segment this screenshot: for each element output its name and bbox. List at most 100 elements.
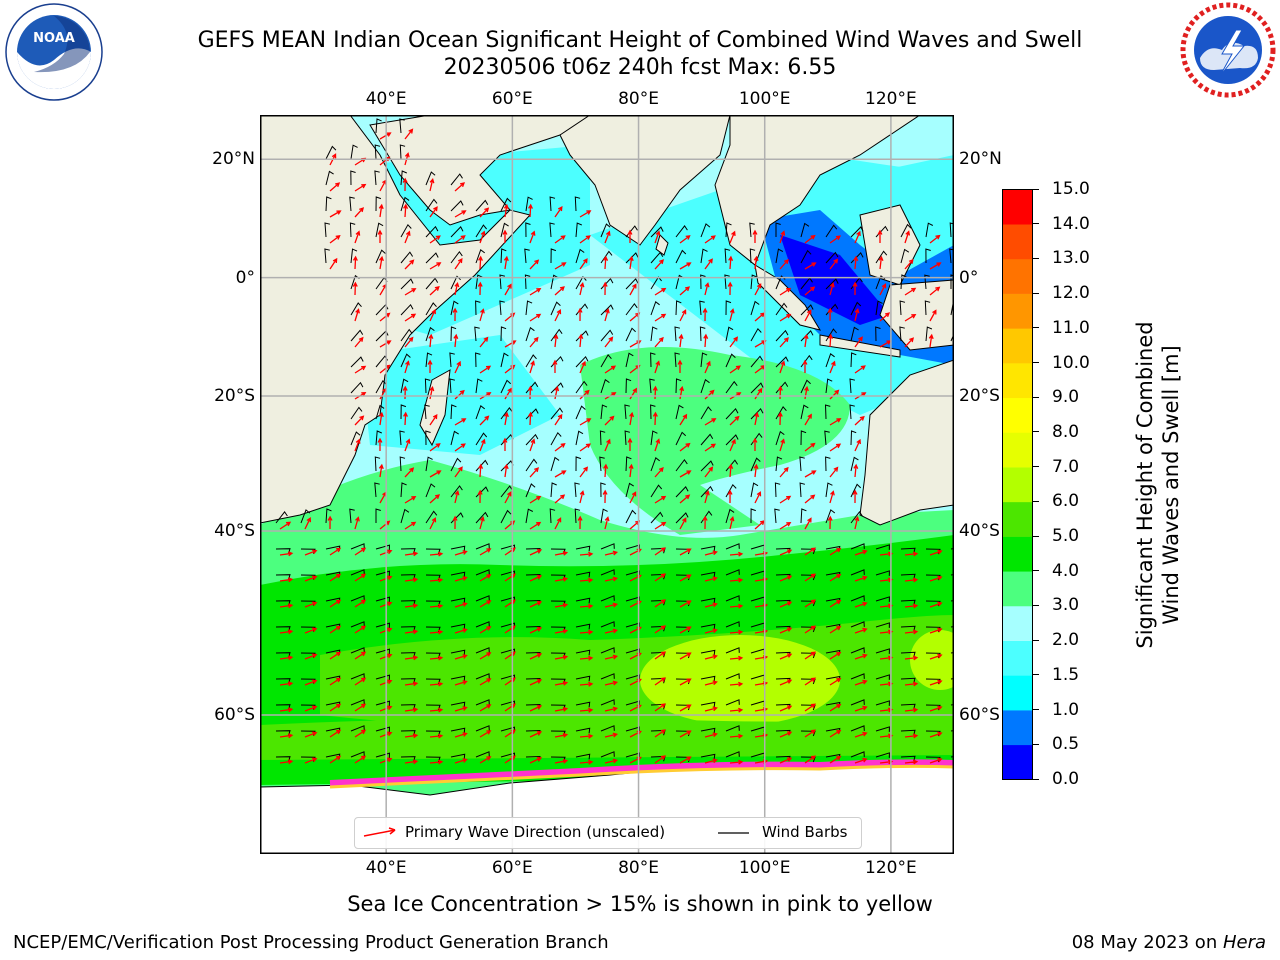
wave-arrow: [304, 705, 318, 712]
wind-barb: [775, 356, 789, 368]
colorbar-swatch: [1002, 501, 1033, 537]
wind-barb: [700, 571, 716, 578]
wave-arrow: [554, 706, 569, 712]
wave-arrow: [654, 703, 666, 712]
lon-tick-bottom: 40°E: [365, 858, 407, 878]
wind-barb: [424, 378, 431, 394]
wave-arrow: [479, 336, 489, 348]
wind-barb: [449, 352, 455, 368]
wind-barb: [399, 144, 406, 160]
wave-arrow: [579, 707, 594, 713]
wave-arrow: [429, 707, 444, 713]
wave-arrow: [854, 365, 866, 374]
wind-barb: [575, 753, 591, 760]
wave-arrow: [429, 177, 435, 192]
wind-barb: [700, 485, 714, 498]
wind-barb: [825, 251, 839, 264]
wave-arrow: [579, 258, 588, 270]
wave-arrow: [404, 603, 419, 609]
wave-arrow: [378, 255, 384, 270]
wave-arrow: [679, 704, 692, 712]
wind-barb: [699, 300, 705, 316]
wave-arrow: [304, 549, 318, 556]
wave-arrow: [354, 183, 367, 192]
wind-barb: [925, 222, 934, 238]
wave-arrow: [679, 756, 692, 764]
wave-arrow: [704, 680, 718, 686]
wave-arrow: [904, 258, 914, 270]
wind-barb: [900, 651, 916, 658]
wave-direction-arrows: [279, 128, 954, 765]
wave-arrow: [929, 653, 943, 660]
wave-arrow: [304, 575, 318, 582]
wind-barb: [300, 509, 311, 524]
wave-arrow: [404, 288, 417, 296]
wind-barb: [425, 483, 436, 498]
wind-barb: [574, 482, 580, 498]
wave-arrow: [329, 651, 342, 660]
wave-arrow: [679, 413, 688, 426]
wind-barb: [600, 404, 608, 420]
wave-arrow: [879, 733, 894, 739]
wind-barb: [824, 430, 830, 446]
wind-barb: [450, 326, 457, 342]
wind-barb: [900, 573, 916, 580]
wave-arrow: [904, 313, 917, 322]
wind-barb: [350, 543, 365, 550]
wind-barb: [850, 595, 865, 602]
wave-arrow: [704, 706, 718, 712]
wave-zone-max-edge: [910, 630, 954, 690]
wave-arrow: [402, 177, 408, 192]
wind-barb: [375, 596, 391, 603]
wave-arrow: [554, 308, 562, 322]
wind-barb: [725, 483, 737, 498]
lat-tick-left: 0°: [235, 267, 255, 288]
wave-arrow: [579, 360, 586, 374]
colorbar-tick-mark: [1033, 743, 1039, 745]
wind-barb: [725, 673, 740, 680]
wind-barb: [350, 431, 361, 446]
southeast-asia-land: [714, 115, 921, 266]
wave-arrow: [479, 626, 492, 634]
wave-arrow: [629, 387, 638, 400]
wave-arrow: [378, 463, 384, 478]
wind-barb: [325, 170, 334, 186]
wind-barb: [849, 378, 856, 394]
wind-barb: [500, 379, 512, 394]
wind-barb: [374, 482, 380, 498]
wave-arrow: [929, 234, 941, 244]
wind-barb: [700, 675, 716, 682]
wind-barb: [375, 196, 382, 212]
wind-barb: [600, 378, 610, 394]
wave-arrow: [679, 600, 692, 608]
wind-barb: [375, 752, 391, 759]
wind-barb: [475, 300, 481, 316]
wind-barb: [600, 751, 615, 758]
wind-barb: [700, 623, 716, 630]
wave-arrow: [454, 706, 468, 712]
wave-arrow: [654, 677, 666, 686]
wave-arrow: [479, 730, 492, 738]
wind-barb: [724, 274, 730, 290]
wind-barb: [875, 544, 890, 550]
wind-barb: [500, 406, 513, 420]
wave-arrow: [454, 489, 460, 504]
wave-arrow: [579, 466, 589, 478]
colorbar-swatch: [1002, 536, 1033, 572]
wave-arrow: [829, 258, 839, 270]
wave-arrow: [503, 411, 509, 426]
wave-arrow: [404, 577, 419, 583]
wave-arrow: [679, 286, 690, 296]
wave-arrow: [529, 704, 543, 712]
wave-arrow: [728, 463, 734, 478]
wave-arrow: [929, 286, 941, 296]
wave-arrow: [602, 281, 608, 296]
wind-barb: [600, 304, 614, 316]
wave-arrow: [754, 387, 763, 400]
wind-barb: [400, 404, 407, 420]
wind-barb: [775, 406, 787, 420]
wave-arrow: [553, 333, 559, 348]
wind-barb: [700, 597, 716, 604]
wind-barb: [875, 648, 890, 654]
wave-arrow: [429, 470, 442, 478]
